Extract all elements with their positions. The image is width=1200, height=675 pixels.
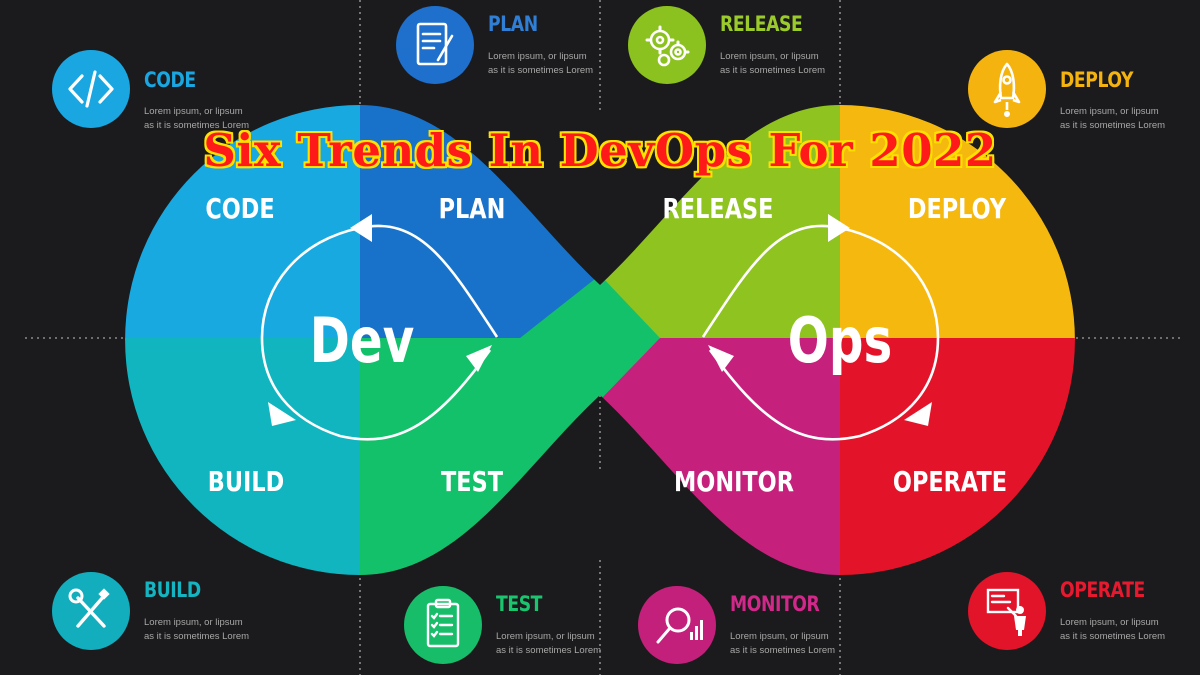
loop-label-code: CODE <box>205 191 274 224</box>
callout-circle <box>968 50 1046 128</box>
clipboard-checklist-icon <box>426 598 460 648</box>
callout-circle <box>52 572 130 650</box>
callout-title: BUILD <box>144 578 201 602</box>
callout-desc: Lorem ipsum, or lipsum as it is sometime… <box>144 617 250 642</box>
ops-cycle-arrows <box>701 224 940 441</box>
callout-circle <box>628 6 706 84</box>
callout-desc: Lorem ipsum, or lipsum as it is sometime… <box>730 631 836 656</box>
arrowhead-icon <box>268 402 296 426</box>
arrowhead-icon <box>466 345 492 372</box>
callout-title: DEPLOY <box>1060 68 1134 92</box>
callout-desc: Lorem ipsum, or lipsum as it is sometime… <box>496 631 602 656</box>
loop-label-release: RELEASE <box>663 191 774 224</box>
ops-label: Ops <box>788 305 892 377</box>
callout-circle <box>638 586 716 664</box>
loop-label-plan: PLAN <box>439 191 506 224</box>
loop-label-deploy: DEPLOY <box>908 191 1007 224</box>
callout-circle <box>968 572 1046 650</box>
callout-desc: Lorem ipsum, or lipsum as it is sometime… <box>1060 617 1166 642</box>
code-brackets-icon <box>68 70 114 108</box>
callout-title: OPERATE <box>1060 578 1145 602</box>
dev-cycle-arrows <box>260 224 499 441</box>
presenter-board-icon <box>986 588 1026 636</box>
loop-label-test: TEST <box>441 464 504 497</box>
wrench-screwdriver-icon <box>68 588 110 628</box>
arrowhead-icon <box>708 345 734 372</box>
callout-title: RELEASE <box>720 12 803 36</box>
loop-label-operate: OPERATE <box>893 464 1007 497</box>
dev-label: Dev <box>310 305 414 377</box>
callout-circle <box>52 50 130 128</box>
callout-desc: Lorem ipsum, or lipsum as it is sometime… <box>1060 106 1166 131</box>
arrowhead-icon <box>350 214 372 242</box>
callout-desc: Lorem ipsum, or lipsum as it is sometime… <box>720 51 826 76</box>
callout-circle <box>404 586 482 664</box>
magnifier-chart-icon <box>656 607 703 644</box>
rocket-icon <box>993 62 1021 117</box>
callout-title: MONITOR <box>730 592 820 616</box>
callout-desc: Lorem ipsum, or lipsum as it is sometime… <box>488 51 594 76</box>
headline: Six Trends In DevOps For 2022 <box>203 124 997 177</box>
loop-label-monitor: MONITOR <box>674 464 794 497</box>
arrowhead-icon <box>828 214 850 242</box>
arrowhead-icon <box>904 402 932 426</box>
callout-circle <box>396 6 474 84</box>
loop-label-build: BUILD <box>208 464 284 497</box>
callout-desc: Lorem ipsum, or lipsum as it is sometime… <box>144 106 250 131</box>
notepad-pen-icon <box>416 22 454 66</box>
callout-title: TEST <box>496 592 543 616</box>
callout-title: PLAN <box>488 12 538 36</box>
callout-title: CODE <box>144 68 196 92</box>
gears-icon <box>645 25 690 67</box>
